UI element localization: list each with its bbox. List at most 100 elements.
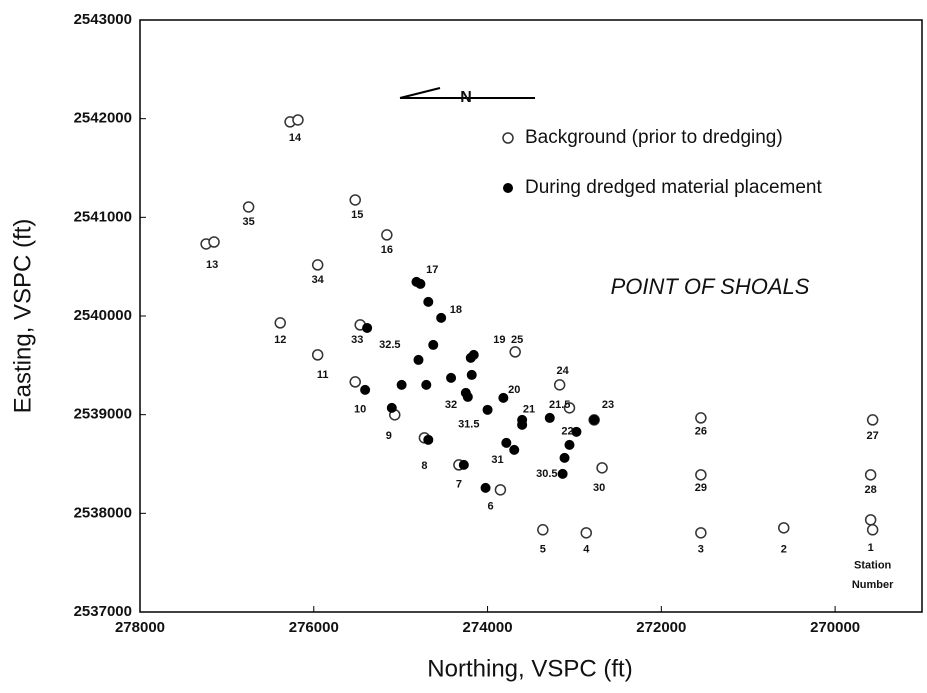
point	[386, 402, 397, 413]
station-label: 9	[386, 430, 392, 442]
station-label: 7	[456, 479, 462, 491]
point	[423, 434, 434, 445]
point	[311, 259, 324, 271]
point	[501, 437, 512, 448]
point	[866, 414, 879, 426]
station-label: 18	[450, 304, 462, 316]
y-tick-label: 2542000	[74, 110, 132, 127]
point	[466, 369, 477, 380]
station-label: 4	[583, 544, 590, 556]
legend-label: During dredged material placement	[525, 177, 822, 198]
point	[428, 339, 439, 350]
station-label: 33	[351, 334, 363, 346]
point	[415, 278, 426, 289]
point	[596, 462, 608, 474]
station-label: 20	[508, 384, 520, 396]
point	[423, 296, 434, 307]
station-label: 19	[493, 334, 505, 346]
y-tick-label: 2541000	[74, 208, 132, 225]
station-label: 10	[354, 404, 366, 416]
north-arrow: N	[399, 87, 535, 106]
plot-frame	[139, 19, 923, 613]
station-label: 2	[781, 544, 787, 556]
station-label: 14	[289, 132, 302, 144]
station-label: 5	[540, 544, 546, 556]
point	[571, 426, 582, 437]
station-label: 13	[206, 259, 218, 271]
station-label: 30.5	[536, 468, 557, 480]
x-tick-label: 276000	[289, 619, 339, 636]
station-label: 25	[511, 334, 523, 346]
y-tick-label: 2543000	[74, 11, 132, 28]
x-tick-label: 278000	[115, 619, 165, 636]
point	[498, 392, 509, 403]
point	[381, 229, 393, 241]
point	[557, 468, 568, 479]
point	[564, 439, 575, 450]
point	[544, 412, 555, 423]
station-label: 27	[867, 430, 879, 442]
point	[349, 376, 361, 388]
point	[517, 419, 528, 430]
point	[695, 412, 707, 424]
x-tick-label: 270000	[810, 619, 860, 636]
point	[589, 414, 600, 425]
point	[695, 527, 707, 539]
point	[580, 527, 593, 539]
point	[462, 391, 473, 402]
point	[864, 514, 877, 526]
station-label: Number	[852, 579, 894, 591]
point	[509, 346, 521, 358]
point	[292, 114, 304, 126]
point	[866, 524, 879, 536]
station-label: 11	[317, 369, 329, 381]
point	[208, 236, 220, 248]
station-label: 16	[381, 244, 393, 256]
station-label: 23	[602, 399, 614, 411]
point	[537, 524, 549, 536]
station-label: 26	[695, 426, 707, 438]
station-label: 8	[421, 460, 427, 472]
point	[509, 444, 520, 455]
point	[274, 317, 286, 329]
legend-marker	[502, 132, 514, 144]
point	[349, 194, 361, 206]
point	[553, 379, 566, 391]
station-label: 30	[593, 482, 605, 494]
x-tick-label: 274000	[463, 619, 513, 636]
point	[864, 469, 877, 481]
point	[563, 402, 576, 414]
point	[482, 404, 493, 415]
point	[436, 312, 447, 323]
station-label: 22	[561, 426, 573, 438]
point	[465, 352, 476, 363]
y-tick-label: 2537000	[74, 603, 132, 620]
station-label: 31.5	[458, 419, 479, 431]
station-label: 21	[523, 404, 535, 416]
x-axis-label: Northing, VSPC (ft)	[427, 655, 632, 682]
station-label: 29	[695, 482, 707, 494]
station-label: 1	[868, 542, 874, 554]
y-tick-label: 2539000	[74, 406, 132, 423]
point	[413, 354, 424, 365]
station-label: 24	[557, 365, 570, 377]
point	[360, 384, 371, 395]
station-label: 28	[865, 484, 877, 496]
point	[778, 522, 790, 534]
station-label: 35	[242, 216, 254, 228]
station-label: 15	[351, 209, 363, 221]
point	[311, 349, 324, 361]
x-tick-label: 272000	[636, 619, 686, 636]
location-label: POINT OF SHOALS	[611, 274, 810, 299]
station-label: Station	[854, 560, 892, 572]
legend-marker	[503, 183, 513, 193]
point	[559, 452, 570, 463]
point	[480, 482, 491, 493]
point	[242, 201, 255, 213]
station-label: 17	[426, 264, 438, 276]
station-label: 32	[445, 399, 457, 411]
station-label: 31	[491, 454, 503, 466]
north-label: N	[460, 89, 472, 106]
station-label: 6	[487, 501, 493, 513]
